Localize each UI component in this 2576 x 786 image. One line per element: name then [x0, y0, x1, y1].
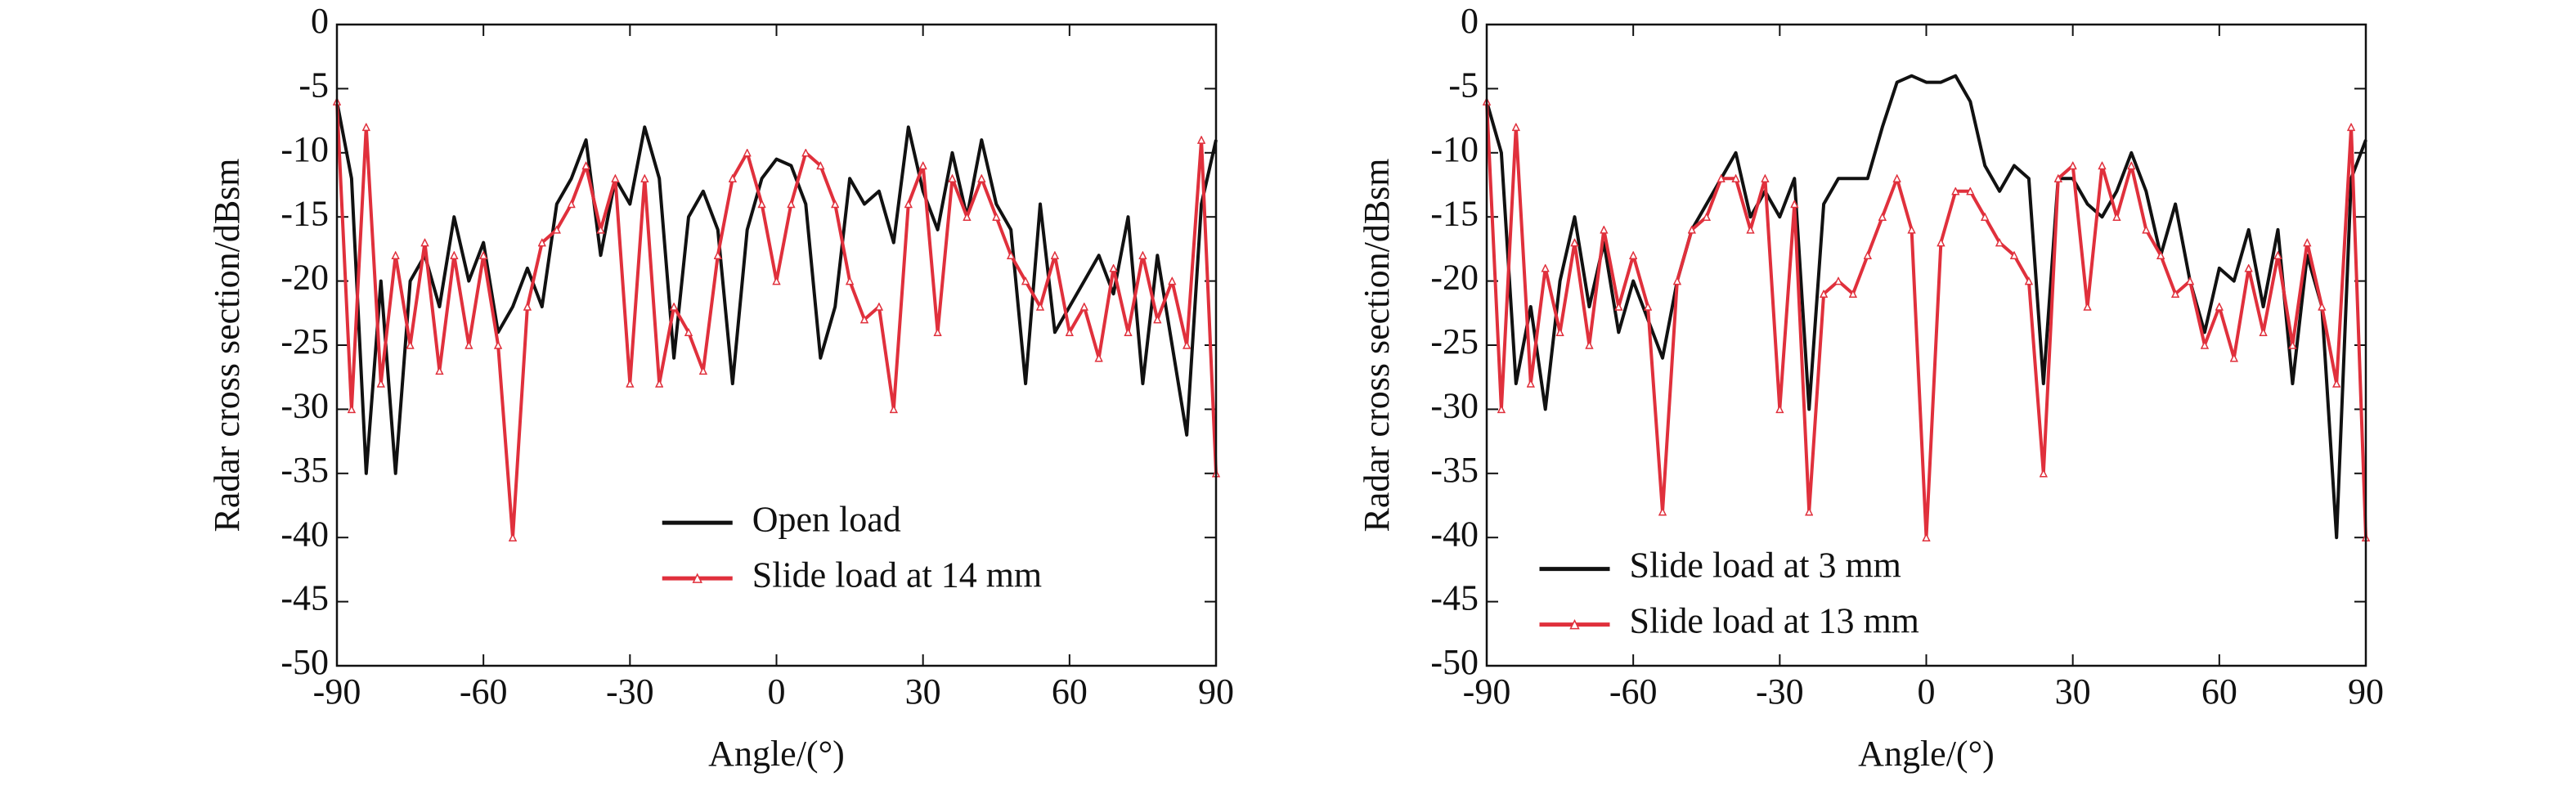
- y-tick-label: -45: [280, 578, 329, 618]
- chart: -90 -60 -30 0 30 60 90 0 -5 -10 -15 -20 -25 -30 -35 -40…: [1357, 1, 2384, 774]
- plot-frame: [335, 23, 1218, 667]
- y-tick-label: -30: [280, 385, 329, 425]
- x-tick-label: 0: [1918, 671, 1936, 712]
- series-line: [335, 101, 1218, 475]
- x-tick-label: 0: [768, 671, 786, 712]
- y-tick-label: -25: [1430, 321, 1479, 362]
- y-tick-label: -45: [1430, 578, 1479, 618]
- y-tick-label: -25: [280, 321, 329, 362]
- x-axis-label: Angle/(°): [1858, 734, 1995, 774]
- x-tick-label: -90: [313, 671, 361, 712]
- y-tick-label: -10: [1430, 129, 1479, 169]
- y-tick-label: -20: [280, 258, 329, 298]
- x-tick-label: -90: [1463, 671, 1511, 712]
- series-line: [337, 101, 1216, 537]
- legend-label: Slide load at 14 mm: [752, 555, 1042, 595]
- plot-frame: [1485, 23, 2367, 667]
- y-tick-label: 0: [311, 1, 329, 41]
- y-axis-label: Radar cross section/dBsm: [1357, 158, 1397, 532]
- series-line: [1487, 101, 2366, 537]
- legend-marker: [692, 573, 702, 583]
- y-tick-label: -30: [1430, 385, 1479, 425]
- x-tick-label: -30: [1756, 671, 1804, 712]
- legend-label: Slide load at 13 mm: [1630, 601, 1919, 641]
- y-tick-label: -40: [280, 514, 329, 554]
- x-tick-label: 30: [905, 671, 941, 712]
- legend-marker: [1569, 618, 1580, 630]
- x-tick-label: -60: [1609, 671, 1658, 712]
- y-tick-label: -40: [1430, 514, 1479, 554]
- chart: -90 -60 -30 0 30 60 90 0 -5 -10 -15 -20 -25 -30 -35 -40…: [207, 1, 1234, 774]
- y-tick-label: -50: [1430, 642, 1479, 682]
- y-tick-label: -10: [280, 129, 329, 169]
- y-tick-label: -15: [280, 193, 329, 233]
- y-tick-label: -50: [280, 642, 329, 682]
- x-tick-label: 30: [2055, 671, 2091, 712]
- y-tick-label: -35: [280, 450, 329, 490]
- x-tick-label: -30: [606, 671, 654, 712]
- x-tick-label: 90: [2348, 671, 2384, 712]
- y-tick-label: -20: [1430, 258, 1479, 298]
- y-tick-label: 0: [1461, 1, 1479, 41]
- x-tick-label: 60: [2201, 671, 2237, 712]
- x-tick-label: 90: [1198, 671, 1234, 712]
- legend-label: Slide load at 3 mm: [1630, 546, 1901, 586]
- y-tick-label: -15: [1430, 193, 1479, 233]
- x-axis-label: Angle/(°): [708, 734, 845, 774]
- legend-label: Open load: [752, 499, 901, 539]
- y-axis-label: Radar cross section/dBsm: [207, 158, 247, 532]
- x-tick-label: 60: [1052, 671, 1088, 712]
- y-tick-label: -35: [1430, 450, 1479, 490]
- y-tick-label: -5: [1448, 65, 1479, 105]
- x-tick-label: -60: [460, 671, 508, 712]
- y-tick-label: -5: [298, 65, 329, 105]
